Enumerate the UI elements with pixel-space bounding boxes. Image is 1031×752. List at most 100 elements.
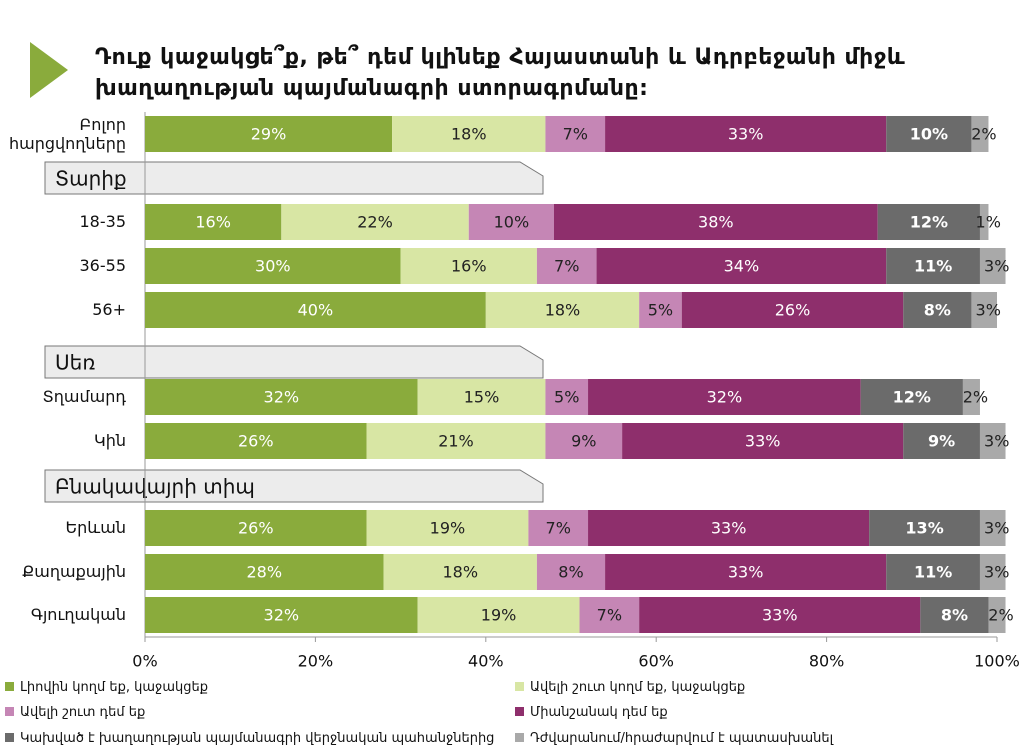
bar-segment: [145, 116, 393, 152]
value-label: 30%: [255, 257, 291, 276]
row-label: Բոլոր հարցվողները: [9, 115, 126, 153]
bar-segment: [145, 248, 401, 284]
chart-title: Դուք կաջակցե՞ք, թե՞ դեմ կլինեք Հայաստանի…: [95, 45, 906, 101]
value-label: 15%: [464, 388, 500, 407]
value-label: 26%: [775, 301, 811, 320]
legend-label: Ավելի շուտ կողմ եք, կաջակցեք: [530, 680, 746, 695]
value-label: 32%: [264, 606, 300, 625]
bar-segment: [145, 597, 418, 633]
value-label: 5%: [554, 388, 579, 407]
x-tick-label: 100%: [974, 652, 1020, 671]
legend-label: Միանշանակ դեմ եք: [530, 705, 668, 720]
value-label: 8%: [924, 301, 951, 320]
bar-segment: [553, 204, 878, 240]
value-label: 18%: [442, 563, 478, 582]
x-tick-label: 60%: [638, 652, 674, 671]
bar-segment: [545, 423, 623, 459]
bar-segment: [639, 292, 682, 328]
value-label: 3%: [984, 432, 1009, 451]
value-label: 18%: [451, 125, 487, 144]
legend-label: Լիովին կողմ եք, կաջակցեք: [20, 680, 208, 695]
legend-swatch: [515, 682, 524, 691]
value-label: 18%: [545, 301, 581, 320]
value-label: 3%: [984, 519, 1009, 538]
value-label: 28%: [246, 563, 282, 582]
group-tab: [44, 469, 544, 503]
value-label: 1%: [976, 213, 1001, 232]
x-tick-label: 20%: [298, 652, 334, 671]
row-label: Երևան: [65, 518, 126, 537]
bar-segment: [579, 597, 640, 633]
bar-segment: [886, 248, 980, 284]
value-label: 5%: [648, 301, 673, 320]
title-marker: [30, 42, 68, 98]
row-label: Կին: [94, 431, 126, 450]
value-label: 9%: [928, 432, 955, 451]
bar-segment: [920, 597, 989, 633]
value-label: 12%: [910, 213, 948, 232]
value-label: 7%: [597, 606, 622, 625]
legend-swatch: [5, 733, 14, 742]
legend-entry: Ավելի շուտ կողմ եք, կաջակցեք: [515, 680, 745, 695]
bar-segment: [536, 248, 597, 284]
value-label: 40%: [298, 301, 334, 320]
value-label: 12%: [893, 388, 931, 407]
bar-segment: [545, 379, 589, 415]
value-label: 11%: [914, 563, 952, 582]
bar-segment: [468, 204, 554, 240]
bar-segment: [383, 554, 537, 590]
value-label: 26%: [238, 519, 274, 538]
legend-entry: Ավելի շուտ դեմ եք: [5, 705, 145, 720]
value-label: 7%: [546, 519, 571, 538]
bar-segment: [145, 292, 486, 328]
value-label: 32%: [707, 388, 743, 407]
value-label: 19%: [430, 519, 466, 538]
bar-segment: [145, 423, 367, 459]
bar-segment: [528, 510, 589, 546]
value-label: 8%: [558, 563, 583, 582]
value-label: 33%: [762, 606, 798, 625]
bar-segment: [903, 423, 980, 459]
group-tab: [44, 345, 544, 379]
bar-segment: [860, 379, 963, 415]
bar-segment: [596, 248, 887, 284]
bar-segment: [962, 379, 980, 415]
bar-segment: [886, 116, 972, 152]
legend-swatch: [515, 707, 524, 716]
value-label: 7%: [563, 125, 588, 144]
bar-segment: [417, 597, 580, 633]
legend-entry: Լիովին կողմ եք, կաջակցեք: [5, 680, 208, 695]
value-label: 10%: [910, 125, 948, 144]
bar-segment: [979, 204, 989, 240]
bar-segment: [145, 204, 282, 240]
bar-segment: [622, 423, 904, 459]
bar-segment: [588, 379, 861, 415]
value-label: 16%: [451, 257, 487, 276]
value-label: 16%: [195, 213, 231, 232]
bar-segment: [545, 116, 606, 152]
bar-segment: [536, 554, 606, 590]
bar-segment: [145, 554, 384, 590]
x-tick-label: 0%: [132, 652, 157, 671]
row-label: Քաղաքային: [22, 562, 126, 581]
value-label: 10%: [494, 213, 530, 232]
bar-segment: [877, 204, 980, 240]
value-label: 21%: [438, 432, 474, 451]
bar-segment: [605, 116, 887, 152]
bar-segment: [681, 292, 904, 328]
group-label: Սեռ: [55, 351, 95, 375]
value-label: 3%: [984, 257, 1009, 276]
value-label: 7%: [554, 257, 579, 276]
value-label: 3%: [984, 563, 1009, 582]
value-label: 13%: [905, 519, 943, 538]
value-label: 33%: [711, 519, 747, 538]
bar-segment: [988, 597, 1006, 633]
bar-segment: [971, 292, 997, 328]
bar-segment: [588, 510, 870, 546]
value-label: 8%: [941, 606, 968, 625]
value-label: 29%: [251, 125, 287, 144]
legend-entry: Դժվարանում/հրաժարվում է պատասխանել: [515, 731, 833, 746]
bar-segment: [903, 292, 972, 328]
row-label: Գյուղական: [30, 605, 126, 624]
